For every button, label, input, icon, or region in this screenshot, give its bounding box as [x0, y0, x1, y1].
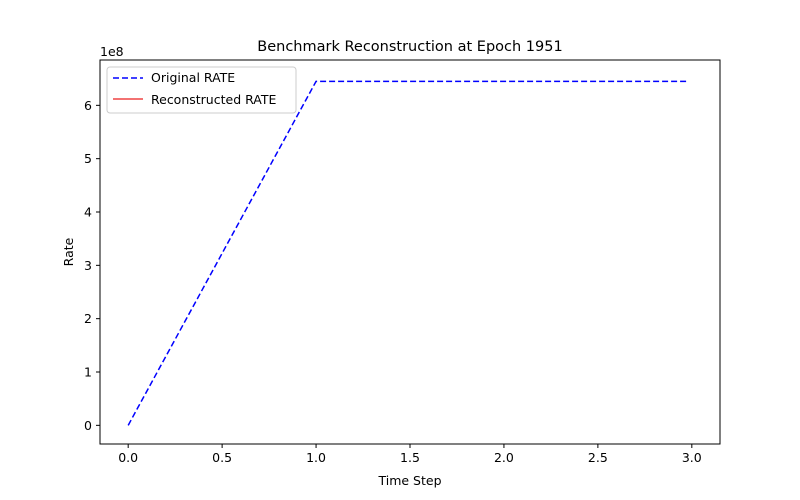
x-tick-label: 2.0	[494, 450, 514, 465]
legend-label-original-rate: Original RATE	[151, 70, 235, 85]
y-tick-label: 0	[84, 418, 92, 433]
y-tick-label: 3	[84, 258, 92, 273]
y-axis-label: Rate	[61, 237, 76, 266]
x-tick-label: 2.5	[588, 450, 608, 465]
plot-area	[99, 59, 721, 445]
y-tick-label: 6	[84, 98, 92, 113]
y-tick-label: 4	[84, 205, 92, 220]
y-axis-ticks: 0 1 2 3 4 5 6	[84, 98, 100, 433]
x-axis-ticks: 0.0 0.5 1.0 1.5 2.0 2.5 3.0	[118, 444, 702, 465]
series-layer	[127, 80, 687, 426]
x-tick-label: 3.0	[682, 450, 702, 465]
x-tick-label: 0.5	[212, 450, 232, 465]
y-tick-label: 1	[84, 365, 92, 380]
y-scale-label: 1e8	[100, 44, 124, 59]
plot-frame	[99, 59, 721, 445]
legend-frame	[106, 66, 297, 114]
x-tick-label: 0.0	[118, 450, 138, 465]
x-tick-label: 1.5	[400, 450, 420, 465]
x-axis-label: Time Step	[377, 473, 441, 488]
x-tick-label: 1.0	[306, 450, 326, 465]
y-tick-label: 2	[84, 311, 92, 326]
y-tick-label: 5	[84, 151, 92, 166]
series-line-original-rate	[127, 80, 687, 426]
legend-label-reconstructed-rate: Reconstructed RATE	[151, 92, 276, 107]
chart-title: Benchmark Reconstruction at Epoch 1951	[257, 39, 562, 55]
legend: Original RATE Reconstructed RATE	[106, 66, 297, 114]
